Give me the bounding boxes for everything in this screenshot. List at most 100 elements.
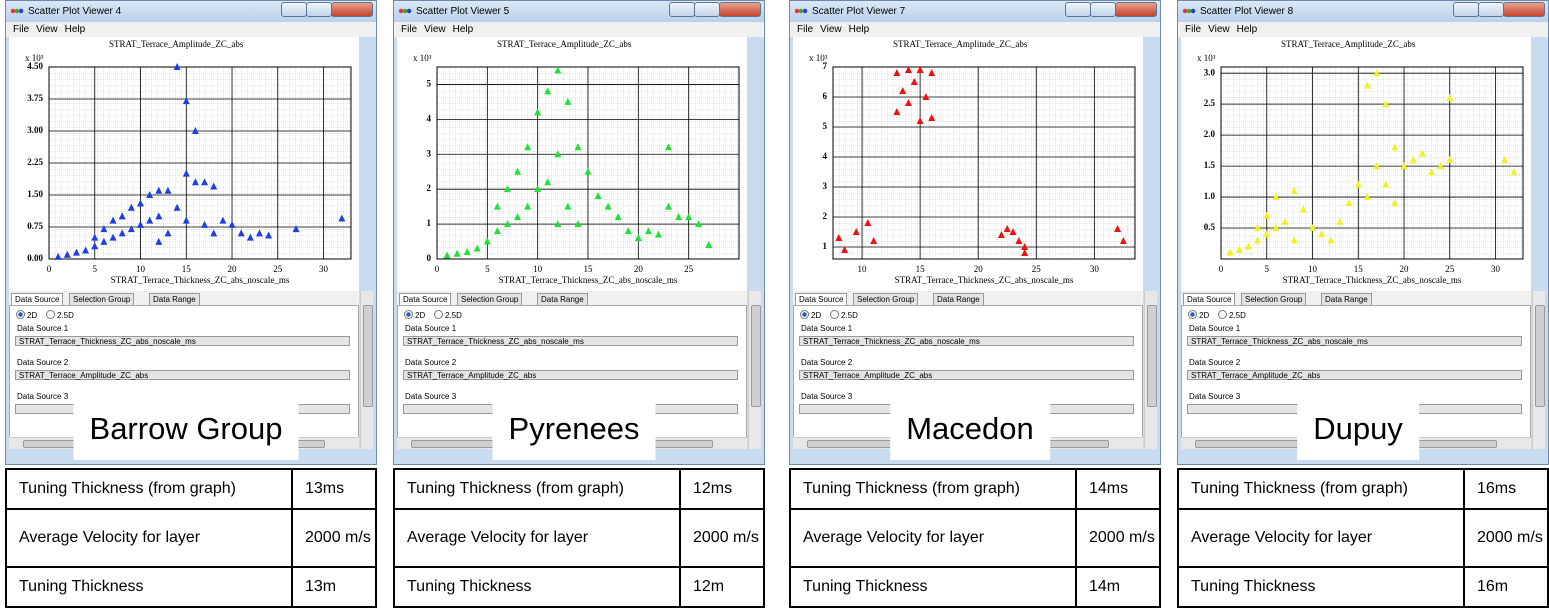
chart-title: STRAT_Terrace_Amplitude_ZC_abs	[1281, 39, 1416, 49]
y-tick-label: 3.75	[27, 93, 43, 103]
field-label: Data Source 2	[17, 358, 69, 367]
app-icon	[11, 8, 24, 14]
menu-item[interactable]: File	[401, 24, 418, 35]
scatter-point	[219, 216, 227, 224]
menu-item[interactable]: File	[797, 24, 814, 35]
y-multiplier: x 10³	[1197, 53, 1216, 63]
scatter-point	[1114, 225, 1122, 232]
field-input[interactable]: STRAT_Terrace_Amplitude_ZC_abs	[15, 370, 350, 380]
minimize-button[interactable]	[1453, 2, 1479, 17]
radio-button[interactable]: 2.5D	[830, 310, 858, 320]
field-input[interactable]: STRAT_Terrace_Thickness_ZC_abs_noscale_m…	[799, 336, 1134, 346]
field-input[interactable]: STRAT_Terrace_Amplitude_ZC_abs	[403, 370, 738, 380]
scatter-point	[1510, 168, 1518, 176]
scatter-point	[554, 220, 562, 228]
table-label: Average Velocity for layer	[393, 508, 681, 568]
scatter-point	[191, 127, 199, 134]
scatter-point	[201, 178, 209, 186]
radio-button[interactable]: 2D	[404, 310, 425, 320]
maximize-button[interactable]	[694, 2, 720, 17]
close-button[interactable]	[1115, 2, 1157, 17]
field-input[interactable]: STRAT_Terrace_Thickness_ZC_abs_noscale_m…	[403, 336, 738, 346]
menu-item[interactable]: View	[820, 24, 842, 35]
vertical-scrollbar	[360, 291, 373, 449]
menu-item[interactable]: Help	[452, 24, 474, 35]
field-input[interactable]: STRAT_Terrace_Thickness_ZC_abs_noscale_m…	[1187, 336, 1522, 346]
menu-item[interactable]: File	[1185, 24, 1202, 35]
minimize-button[interactable]	[1065, 2, 1091, 17]
radio-circle	[404, 310, 413, 319]
x-tick-label: 15	[182, 264, 192, 274]
scatter-point	[1263, 230, 1271, 238]
field-input[interactable]: STRAT_Terrace_Amplitude_ZC_abs	[799, 370, 1134, 380]
scatter-point	[1009, 228, 1017, 235]
scatter-point	[453, 249, 461, 257]
radio-button[interactable]: 2D	[16, 310, 37, 320]
menu-item[interactable]: View	[424, 24, 446, 35]
scatter-point	[155, 212, 163, 220]
scatter-point	[514, 213, 522, 221]
scatter-point	[893, 69, 901, 76]
app-icon	[399, 8, 412, 14]
scatter-point	[483, 237, 491, 245]
minimize-button[interactable]	[669, 2, 695, 17]
tab[interactable]: Selection Group	[457, 293, 523, 306]
radio-label: 2D	[415, 311, 426, 320]
scatter-point	[1272, 193, 1280, 201]
field-input[interactable]: STRAT_Terrace_Thickness_ZC_abs_noscale_m…	[15, 336, 350, 346]
table-value: 2000 m/s	[291, 508, 377, 568]
scatter-point	[100, 237, 108, 245]
scroll-thumb[interactable]	[363, 305, 373, 407]
scatter-point	[155, 186, 163, 194]
x-tick-label: 30	[1090, 264, 1100, 274]
close-button[interactable]	[719, 2, 761, 17]
table-value: 13ms	[291, 468, 377, 510]
y-tick-label: 3.00	[27, 125, 43, 135]
maximize-button[interactable]	[306, 2, 332, 17]
maximize-button[interactable]	[1090, 2, 1116, 17]
tuning-table: Tuning Thickness (from graph) 12ms Average…	[393, 468, 765, 608]
radio-button[interactable]: 2.5D	[434, 310, 462, 320]
x-tick-label: 10	[533, 264, 543, 274]
x-tick-label: 15	[584, 264, 594, 274]
menu-item[interactable]: Help	[848, 24, 870, 35]
x-tick-label: 25	[1445, 264, 1455, 274]
x-tick-label: 10	[858, 264, 868, 274]
radio-circle	[16, 310, 25, 319]
window: Scatter Plot Viewer 8 File View Help STRAT_T…	[1177, 0, 1549, 465]
menu-item[interactable]: Help	[1236, 24, 1258, 35]
radio-circle	[1188, 310, 1197, 319]
table-label: Tuning Thickness (from graph)	[5, 468, 293, 510]
radio-label: 2D	[811, 311, 822, 320]
minimize-button[interactable]	[281, 2, 307, 17]
table-label: Average Velocity for layer	[5, 508, 293, 568]
maximize-button[interactable]	[1478, 2, 1504, 17]
y-tick-label: 7	[823, 61, 828, 71]
close-button[interactable]	[1503, 2, 1545, 17]
x-tick-label: 5	[485, 264, 490, 274]
menu-item[interactable]: File	[13, 24, 30, 35]
scatter-point	[624, 227, 632, 235]
radio-label: 2.5D	[57, 311, 74, 320]
scatter-point	[534, 185, 542, 193]
scroll-thumb[interactable]	[751, 305, 761, 407]
scatter-point	[654, 230, 662, 238]
menu-item[interactable]: Help	[64, 24, 86, 35]
scroll-thumb[interactable]	[1535, 305, 1545, 407]
x-tick-label: 15	[916, 264, 926, 274]
scatter-point	[1263, 211, 1271, 219]
radio-button[interactable]: 2.5D	[1218, 310, 1246, 320]
y-tick-label: 1.0	[1204, 191, 1216, 201]
x-tick-label: 30	[1491, 264, 1501, 274]
menu-item[interactable]: View	[1208, 24, 1230, 35]
scroll-thumb[interactable]	[1147, 305, 1157, 407]
menu-item[interactable]: View	[36, 24, 58, 35]
field-label: Data Source 3	[1189, 392, 1241, 401]
radio-button[interactable]: 2D	[1188, 310, 1209, 320]
radio-label: 2.5D	[1229, 311, 1246, 320]
scatter-point	[338, 214, 346, 222]
close-button[interactable]	[331, 2, 373, 17]
field-input[interactable]: STRAT_Terrace_Amplitude_ZC_abs	[1187, 370, 1522, 380]
radio-button[interactable]: 2D	[800, 310, 821, 320]
radio-button[interactable]: 2.5D	[46, 310, 74, 320]
